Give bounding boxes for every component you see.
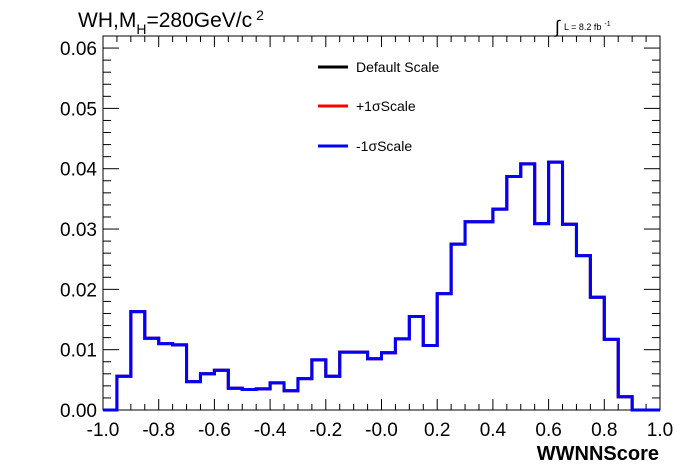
- legend: Default Scale +1σScale -1σScale: [318, 59, 439, 154]
- y-tick-label: 0.00: [60, 401, 97, 422]
- chart-title-prefix: WH,M: [78, 9, 136, 32]
- lumi-integral-symbol: ∫: [553, 17, 561, 37]
- x-tick-label: -0.2: [309, 420, 342, 441]
- x-tick-label: -0.0: [365, 420, 398, 441]
- chart-title-main: =280GeV/c: [146, 9, 252, 32]
- x-tick-label: 0.6: [535, 420, 561, 441]
- x-tick-label: -0.6: [198, 420, 231, 441]
- legend-label-plus-1sigma: +1σScale: [356, 98, 416, 114]
- series-1-scale: [103, 160, 660, 412]
- y-tick-label: 0.01: [60, 341, 97, 362]
- x-axis-label: WWNNScore: [537, 443, 659, 465]
- x-tick-label: 0.8: [591, 420, 617, 441]
- y-tick-label: 0.05: [60, 99, 97, 120]
- x-tick-label: 0.2: [424, 420, 450, 441]
- x-tick-label: -0.4: [254, 420, 287, 441]
- legend-label-minus-1sigma: -1σScale: [356, 138, 412, 154]
- y-tick-label: 0.02: [60, 280, 97, 301]
- lumi-superscript: -1: [604, 21, 610, 28]
- y-tick-label: 0.04: [60, 160, 97, 181]
- lumi-text: L = 8.2 fb: [564, 22, 601, 32]
- legend-label-default-scale: Default Scale: [356, 59, 439, 75]
- lumi-label: ∫ L = 8.2 fb -1: [553, 17, 611, 37]
- chart-title-superscript: 2: [256, 7, 264, 23]
- data-series: [103, 160, 660, 412]
- x-tick-label: -0.8: [142, 420, 175, 441]
- x-tick-label: 0.4: [480, 420, 507, 441]
- chart-title: WH,MH=280GeV/c 2: [78, 7, 264, 37]
- x-tick-label: 1.0: [647, 420, 673, 441]
- chart-title-subscript: H: [136, 21, 146, 37]
- y-tick-label: 0.06: [60, 39, 97, 60]
- axis-ticks: -1.0 -0.8 -0.6 -0.4 -0.2 -0.0 0.2 0.4 0.6 0.8 1.0 0…: [60, 35, 673, 441]
- x-tick-label: -1.0: [87, 420, 120, 441]
- y-tick-label: 0.03: [60, 220, 97, 241]
